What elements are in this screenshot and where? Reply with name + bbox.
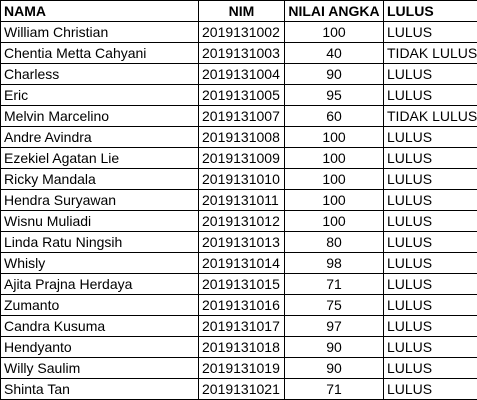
table-row: Wisnu Muliadi 2019131012 100 LULUS bbox=[0, 210, 477, 232]
cell-nilai-angka[interactable]: 40 bbox=[284, 42, 384, 64]
cell-nama[interactable]: Hendra Suryawan bbox=[0, 189, 199, 211]
cell-nim[interactable]: 2019131012 bbox=[198, 210, 285, 232]
cell-nilai-angka[interactable]: 75 bbox=[284, 294, 384, 316]
cell-lulus[interactable]: LULUS bbox=[383, 21, 477, 43]
cell-lulus[interactable]: LULUS bbox=[383, 336, 477, 358]
cell-nim[interactable]: 2019131002 bbox=[198, 21, 285, 43]
table-row: Shinta Tan 2019131021 71 LULUS bbox=[0, 378, 477, 400]
header-nama[interactable]: NAMA bbox=[0, 0, 199, 22]
cell-lulus[interactable]: LULUS bbox=[383, 315, 477, 337]
cell-nama[interactable]: Ricky Mandala bbox=[0, 168, 199, 190]
cell-lulus[interactable]: LULUS bbox=[383, 378, 477, 400]
cell-lulus[interactable]: LULUS bbox=[383, 126, 477, 148]
cell-nim[interactable]: 2019131014 bbox=[198, 252, 285, 274]
cell-nama[interactable]: Willy Saulim bbox=[0, 357, 199, 379]
cell-nilai-angka[interactable]: 97 bbox=[284, 315, 384, 337]
cell-nama[interactable]: Charless bbox=[0, 63, 199, 85]
cell-lulus[interactable]: TIDAK LULUS bbox=[383, 105, 477, 127]
table-row: Hendra Suryawan 2019131011 100 LULUS bbox=[0, 189, 477, 211]
cell-nim[interactable]: 2019131015 bbox=[198, 273, 285, 295]
table-row: Willy Saulim 2019131019 90 LULUS bbox=[0, 357, 477, 379]
cell-nilai-angka[interactable]: 100 bbox=[284, 210, 384, 232]
cell-nim[interactable]: 2019131004 bbox=[198, 63, 285, 85]
cell-nilai-angka[interactable]: 100 bbox=[284, 189, 384, 211]
cell-nama[interactable]: Andre Avindra bbox=[0, 126, 199, 148]
cell-nilai-angka[interactable]: 90 bbox=[284, 63, 384, 85]
cell-nilai-angka[interactable]: 95 bbox=[284, 84, 384, 106]
table-row: Ezekiel Agatan Lie 2019131009 100 LULUS bbox=[0, 147, 477, 169]
cell-nama[interactable]: Linda Ratu Ningsih bbox=[0, 231, 199, 253]
cell-nama[interactable]: Ajita Prajna Herdaya bbox=[0, 273, 199, 295]
cell-nim[interactable]: 2019131013 bbox=[198, 231, 285, 253]
cell-nilai-angka[interactable]: 71 bbox=[284, 273, 384, 295]
table-row: William Christian 2019131002 100 LULUS bbox=[0, 21, 477, 43]
cell-nilai-angka[interactable]: 60 bbox=[284, 105, 384, 127]
header-lulus[interactable]: LULUS bbox=[383, 0, 477, 22]
cell-nilai-angka[interactable]: 90 bbox=[284, 336, 384, 358]
cell-nim[interactable]: 2019131009 bbox=[198, 147, 285, 169]
cell-lulus[interactable]: LULUS bbox=[383, 84, 477, 106]
cell-nim[interactable]: 2019131005 bbox=[198, 84, 285, 106]
header-nim[interactable]: NIM bbox=[198, 0, 285, 22]
cell-lulus[interactable]: LULUS bbox=[383, 168, 477, 190]
table-row: Eric 2019131005 95 LULUS bbox=[0, 84, 477, 106]
cell-lulus[interactable]: TIDAK LULUS bbox=[383, 42, 477, 64]
table-row: Andre Avindra 2019131008 100 LULUS bbox=[0, 126, 477, 148]
cell-nilai-angka[interactable]: 100 bbox=[284, 168, 384, 190]
table-row: Melvin Marcelino 2019131007 60 TIDAK LULUS bbox=[0, 105, 477, 127]
cell-lulus[interactable]: LULUS bbox=[383, 210, 477, 232]
cell-nama[interactable]: Eric bbox=[0, 84, 199, 106]
cell-nim[interactable]: 2019131021 bbox=[198, 378, 285, 400]
cell-lulus[interactable]: LULUS bbox=[383, 252, 477, 274]
table-row: Ricky Mandala 2019131010 100 LULUS bbox=[0, 168, 477, 190]
cell-nim[interactable]: 2019131011 bbox=[198, 189, 285, 211]
cell-nim[interactable]: 2019131017 bbox=[198, 315, 285, 337]
cell-lulus[interactable]: LULUS bbox=[383, 231, 477, 253]
cell-nim[interactable]: 2019131007 bbox=[198, 105, 285, 127]
table-body: William Christian 2019131002 100 LULUS Chent… bbox=[0, 21, 477, 400]
cell-lulus[interactable]: LULUS bbox=[383, 189, 477, 211]
table-row: Hendyanto 2019131018 90 LULUS bbox=[0, 336, 477, 358]
table-row: Whisly 2019131014 98 LULUS bbox=[0, 252, 477, 274]
cell-nilai-angka[interactable]: 100 bbox=[284, 21, 384, 43]
cell-nilai-angka[interactable]: 100 bbox=[284, 126, 384, 148]
cell-nama[interactable]: Ezekiel Agatan Lie bbox=[0, 147, 199, 169]
table-row: Zumanto 2019131016 75 LULUS bbox=[0, 294, 477, 316]
cell-nilai-angka[interactable]: 71 bbox=[284, 378, 384, 400]
cell-nim[interactable]: 2019131003 bbox=[198, 42, 285, 64]
cell-lulus[interactable]: LULUS bbox=[383, 273, 477, 295]
cell-nim[interactable]: 2019131016 bbox=[198, 294, 285, 316]
cell-nama[interactable]: Chentia Metta Cahyani bbox=[0, 42, 199, 64]
cell-nama[interactable]: Whisly bbox=[0, 252, 199, 274]
table-row: Chentia Metta Cahyani 2019131003 40 TIDAK L… bbox=[0, 42, 477, 64]
cell-lulus[interactable]: LULUS bbox=[383, 294, 477, 316]
table-row: Charless 2019131004 90 LULUS bbox=[0, 63, 477, 85]
header-row: NAMA NIM NILAI ANGKA LULUS bbox=[0, 0, 477, 22]
cell-nilai-angka[interactable]: 80 bbox=[284, 231, 384, 253]
table-row: Ajita Prajna Herdaya 2019131015 71 LULUS bbox=[0, 273, 477, 295]
cell-nama[interactable]: Zumanto bbox=[0, 294, 199, 316]
cell-nilai-angka[interactable]: 90 bbox=[284, 357, 384, 379]
cell-nama[interactable]: Shinta Tan bbox=[0, 378, 199, 400]
header-nilai-angka[interactable]: NILAI ANGKA bbox=[284, 0, 384, 22]
cell-lulus[interactable]: LULUS bbox=[383, 357, 477, 379]
cell-lulus[interactable]: LULUS bbox=[383, 63, 477, 85]
cell-lulus[interactable]: LULUS bbox=[383, 147, 477, 169]
cell-nama[interactable]: Candra Kusuma bbox=[0, 315, 199, 337]
cell-nama[interactable]: Hendyanto bbox=[0, 336, 199, 358]
cell-nim[interactable]: 2019131010 bbox=[198, 168, 285, 190]
cell-nim[interactable]: 2019131018 bbox=[198, 336, 285, 358]
cell-nama[interactable]: Melvin Marcelino bbox=[0, 105, 199, 127]
table-row: Candra Kusuma 2019131017 97 LULUS bbox=[0, 315, 477, 337]
cell-nama[interactable]: Wisnu Muliadi bbox=[0, 210, 199, 232]
cell-nilai-angka[interactable]: 98 bbox=[284, 252, 384, 274]
table-row: Linda Ratu Ningsih 2019131013 80 LULUS bbox=[0, 231, 477, 253]
cell-nim[interactable]: 2019131008 bbox=[198, 126, 285, 148]
cell-nilai-angka[interactable]: 100 bbox=[284, 147, 384, 169]
cell-nim[interactable]: 2019131019 bbox=[198, 357, 285, 379]
cell-nama[interactable]: William Christian bbox=[0, 21, 199, 43]
